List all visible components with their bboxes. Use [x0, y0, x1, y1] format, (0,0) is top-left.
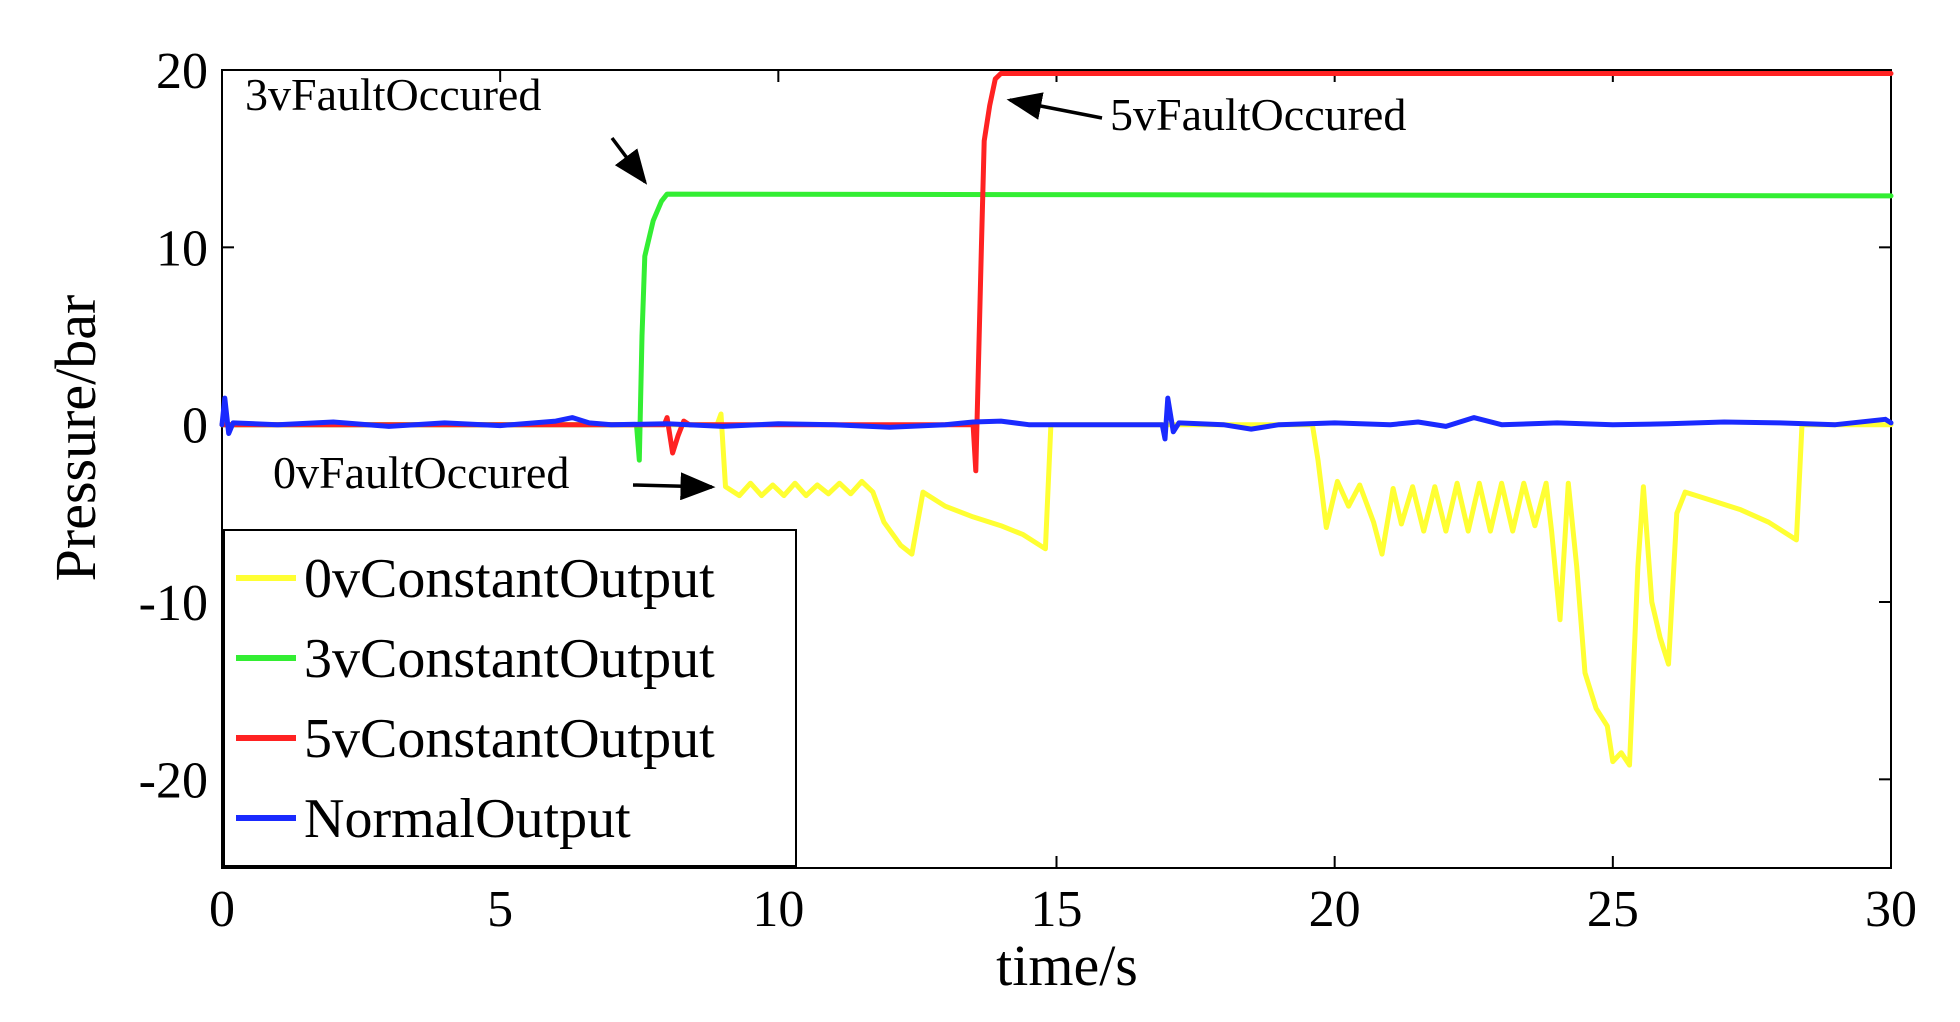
y-tick-label: 0 [182, 398, 208, 455]
y-axis-label: Pressure/bar [43, 295, 108, 582]
series-line-NormalOutput [219, 395, 1894, 442]
x-tick-label: 20 [1309, 881, 1361, 938]
axis-ticks: 0 5 10 15 20 25 30 -20 -10 0 10 20 [139, 43, 1917, 938]
legend-entry: 3vConstantOutput [304, 628, 715, 690]
annotation-label: 0vFaultOccured [273, 447, 569, 498]
legend: 0vConstantOutput 3vConstantOutput 5vConsta… [223, 529, 797, 867]
annotation-arrow [610, 136, 648, 185]
x-tick-label: 10 [752, 881, 804, 938]
x-tick-label: 0 [209, 881, 235, 938]
x-tick-label: 30 [1865, 881, 1917, 938]
x-tick-label: 5 [487, 881, 513, 938]
x-axis-label: time/s [996, 933, 1138, 998]
series-line-0vConstantOutput [219, 411, 1894, 768]
annotation-arrow [632, 472, 716, 501]
y-tick-label: 10 [156, 220, 208, 277]
annotation-label: 3vFaultOccured [245, 69, 541, 120]
annotations: 3vFaultOccured 5vFaultOccured 0vFaultOccur… [245, 69, 1406, 501]
series-line-5vConstantOutput [219, 71, 1894, 474]
y-tick-label: 20 [156, 43, 208, 100]
annotation-arrow [1006, 92, 1103, 120]
annotation-label: 5vFaultOccured [1110, 89, 1406, 140]
legend-entry: 0vConstantOutput [304, 548, 715, 610]
legend-box [223, 529, 797, 867]
x-tick-label: 25 [1587, 881, 1639, 938]
series-line-3vConstantOutput [219, 191, 1894, 463]
legend-entry: 5vConstantOutput [304, 708, 715, 770]
legend-entry: NormalOutput [304, 788, 631, 850]
x-tick-label: 15 [1031, 881, 1083, 938]
y-tick-label: -10 [139, 575, 208, 632]
y-tick-label: -20 [139, 752, 208, 809]
series-layer [219, 71, 1894, 768]
